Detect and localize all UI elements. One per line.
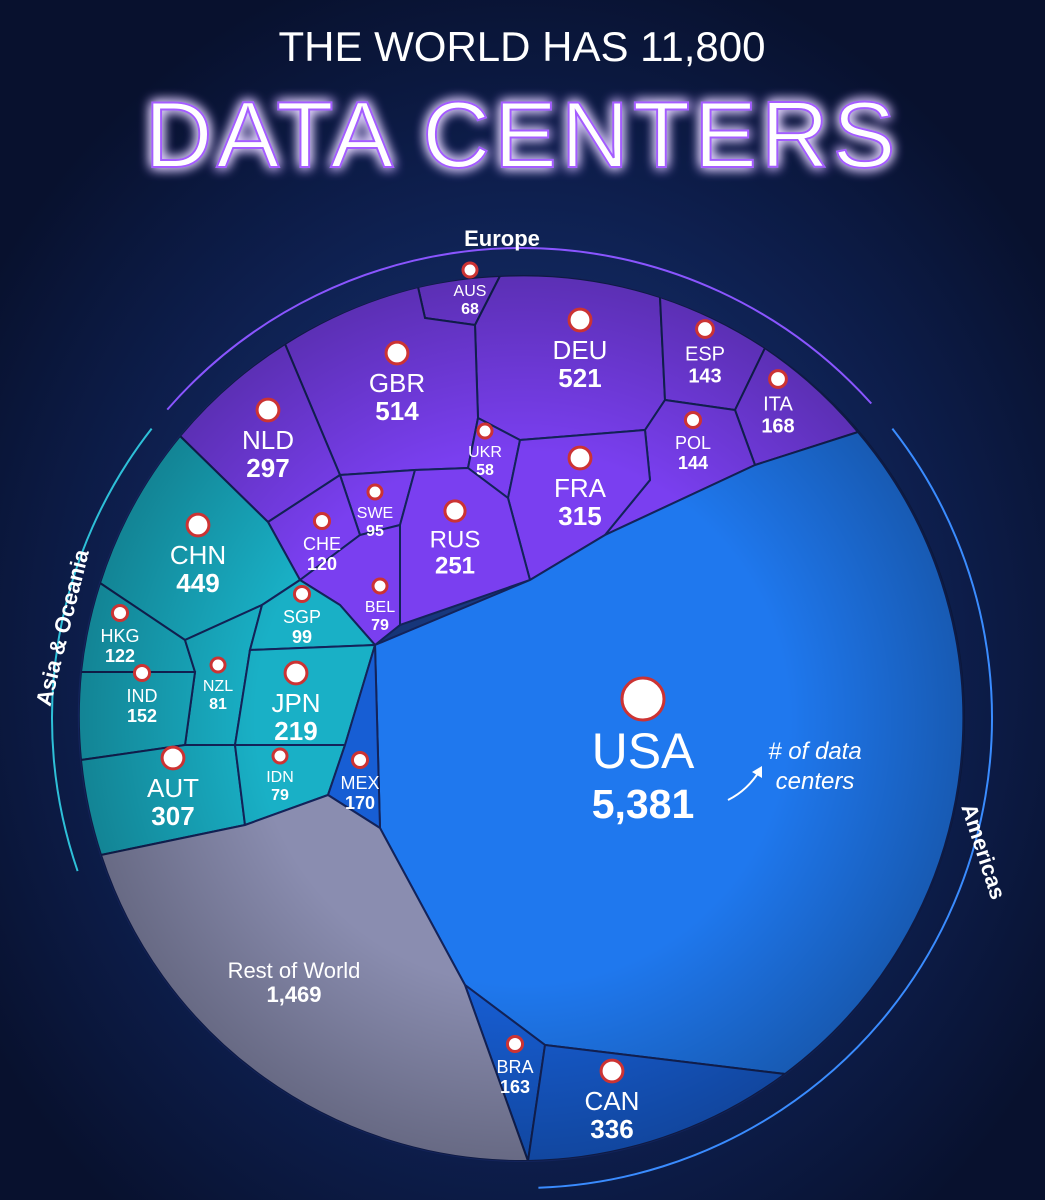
flag (209, 656, 227, 674)
flag (768, 369, 788, 389)
cell-value: 79 (271, 787, 289, 804)
cell-value: 143 (688, 365, 721, 387)
cell-label: NLD (242, 425, 294, 455)
cell-value: 144 (678, 453, 708, 473)
cell-value: 58 (476, 462, 494, 479)
cell-value: 122 (105, 646, 135, 666)
cell-label: BRA (496, 1057, 533, 1077)
flag (271, 747, 289, 765)
cell-label: CHN (170, 540, 226, 570)
cell-value: 95 (366, 523, 384, 540)
cell-value: 68 (461, 301, 479, 318)
cell-value: 521 (558, 363, 601, 393)
flag (683, 410, 703, 430)
flag (132, 663, 152, 683)
cell-label: UKR (468, 444, 502, 461)
cell-value: 307 (151, 801, 194, 831)
cell-label: BEL (365, 599, 395, 616)
cell-label: ITA (763, 393, 793, 415)
cell-label: CHE (303, 534, 341, 554)
cell-label: POL (675, 433, 711, 453)
arrow-head (752, 766, 762, 778)
cell-value: 5,381 (592, 781, 695, 827)
cells (77, 274, 965, 1163)
cell-value: 315 (558, 501, 601, 531)
flag (366, 483, 384, 501)
flag (567, 445, 593, 471)
cell-label: NZL (203, 678, 233, 695)
cell-value: 120 (307, 554, 337, 574)
cell-label: AUT (147, 773, 199, 803)
cell-label: JPN (271, 688, 320, 718)
cell-label: ESP (685, 343, 725, 365)
flag (476, 422, 494, 440)
cell-value: 99 (292, 627, 312, 647)
flag (461, 261, 479, 279)
flag (384, 340, 410, 366)
cell-value: 170 (345, 793, 375, 813)
flag (292, 584, 312, 604)
flag (160, 745, 186, 771)
cell-label: GBR (369, 368, 425, 398)
cell-value: 1,469 (266, 982, 321, 1007)
flag (695, 319, 715, 339)
chart-subtitle: DATA CENTERS (145, 82, 900, 187)
cell-label: AUS (454, 283, 487, 300)
cell-label: SWE (357, 505, 393, 522)
cell-value: 79 (371, 617, 389, 634)
flag (567, 307, 593, 333)
cell-value: 81 (209, 696, 227, 713)
region-bracket (538, 428, 993, 1189)
flag (599, 1058, 625, 1084)
cell-label: RUS (430, 526, 481, 553)
cell-label: FRA (554, 473, 607, 503)
flag (350, 750, 370, 770)
cell-value: 336 (590, 1114, 633, 1144)
cell-label: IND (127, 686, 158, 706)
cell-value: 449 (176, 568, 219, 598)
cell-label: MEX (340, 773, 379, 793)
cell-value: 514 (375, 396, 419, 426)
cell-value: 168 (761, 415, 794, 437)
cell-label: CAN (585, 1086, 640, 1116)
flag (283, 660, 309, 686)
cell-label: SGP (283, 607, 321, 627)
cell-label: IDN (266, 769, 294, 786)
flag (620, 676, 666, 722)
flag (110, 603, 130, 623)
cell-value: 297 (246, 453, 289, 483)
flag (371, 577, 389, 595)
flag (255, 397, 281, 423)
region-bracket (51, 428, 153, 872)
cell-label: HKG (100, 626, 139, 646)
flag (443, 499, 467, 523)
annotation: # of data centers (768, 738, 862, 795)
region-label: Europe (464, 226, 540, 251)
flag (185, 512, 211, 538)
cell-value: 219 (274, 716, 317, 746)
cell-label: Rest of World (228, 958, 361, 983)
flag (505, 1034, 525, 1054)
cell-label: DEU (553, 335, 608, 365)
chart-title: THE WORLD HAS 11,800 (278, 23, 765, 70)
region-bracket (166, 247, 873, 411)
cell-value: 163 (500, 1077, 530, 1097)
cell-value: 152 (127, 706, 157, 726)
cell-label: USA (592, 723, 695, 779)
cell-value: 251 (435, 552, 475, 579)
flag (312, 511, 332, 531)
